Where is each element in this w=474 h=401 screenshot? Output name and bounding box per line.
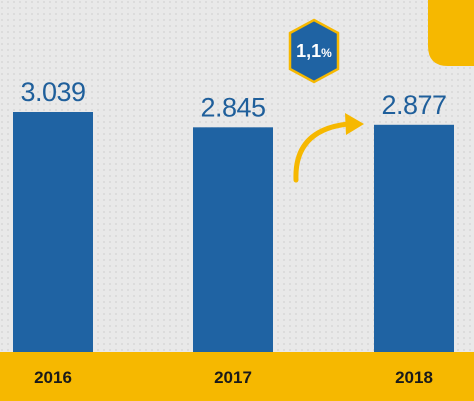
- bar-2018: [374, 124, 454, 352]
- badge-text: 1,1%: [296, 41, 332, 61]
- value-label-2017: 2.845: [200, 92, 265, 122]
- badge-hexagon: [288, 18, 340, 84]
- badge-number: 1,1: [296, 41, 321, 61]
- year-labels-group: 2016 2017 2018: [34, 368, 433, 387]
- year-label-2018: 2018: [395, 368, 433, 387]
- bars-group: [13, 112, 454, 352]
- year-label-2017: 2017: [214, 368, 252, 387]
- bar-2016: [13, 112, 93, 352]
- year-label-2016: 2016: [34, 368, 72, 387]
- bar-2017: [193, 127, 273, 352]
- value-label-2016: 3.039: [20, 77, 85, 107]
- growth-arrow-icon: [293, 113, 364, 183]
- growth-badge: 1,1%: [288, 18, 340, 84]
- year-band: [0, 352, 474, 401]
- corner-tab: [428, 0, 474, 66]
- badge-percent: %: [321, 46, 332, 60]
- value-label-2018: 2.877: [381, 90, 446, 120]
- value-labels-group: 3.039 2.845 2.877: [20, 77, 447, 122]
